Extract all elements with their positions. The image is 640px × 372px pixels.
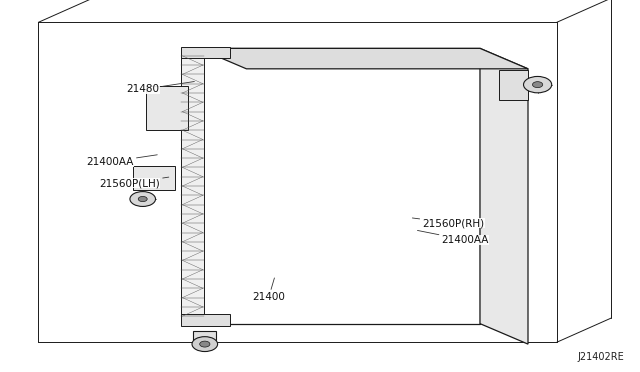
Circle shape [524, 76, 552, 93]
Text: 21400AA: 21400AA [417, 230, 489, 245]
Polygon shape [198, 48, 480, 324]
Polygon shape [499, 70, 528, 99]
Polygon shape [181, 314, 230, 326]
Text: 21400: 21400 [252, 278, 285, 302]
Polygon shape [181, 56, 204, 316]
Text: J21402RE: J21402RE [577, 352, 624, 362]
Polygon shape [146, 86, 188, 130]
Circle shape [138, 196, 147, 202]
Text: 21560P(LH): 21560P(LH) [99, 177, 169, 188]
Polygon shape [133, 166, 175, 190]
Polygon shape [480, 48, 528, 344]
Circle shape [200, 341, 210, 347]
Polygon shape [181, 46, 230, 58]
Polygon shape [193, 331, 216, 340]
Text: 21400AA: 21400AA [86, 155, 157, 167]
Circle shape [130, 192, 156, 206]
Circle shape [532, 81, 543, 87]
Text: 21480: 21480 [127, 81, 195, 94]
Polygon shape [198, 48, 528, 69]
Text: 21560P(RH): 21560P(RH) [412, 218, 484, 228]
Circle shape [192, 337, 218, 352]
